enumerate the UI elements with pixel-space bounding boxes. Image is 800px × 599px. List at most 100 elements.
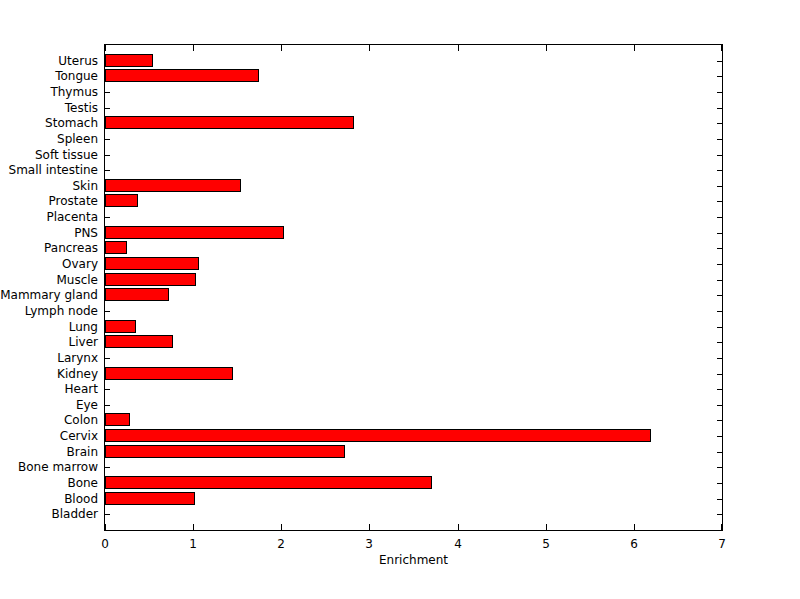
y-tick-left-larynx [105,358,110,359]
x-tick-bottom-2 [281,524,282,530]
y-tick-label-uterus: Uterus [0,53,98,69]
plot-area [104,44,723,531]
bar-colon [105,413,130,426]
y-tick-left-thymus [105,92,110,93]
y-tick-right-skin [717,186,722,187]
bar-bone [105,476,432,489]
bar-pns [105,226,284,239]
y-tick-right-cervix [717,436,722,437]
x-tick-label-1: 1 [173,537,213,552]
y-tick-label-muscle: Muscle [0,272,98,288]
x-axis-title: Enrichment [104,553,723,567]
y-tick-left-bone-marrow [105,467,110,468]
y-tick-right-pancreas [717,248,722,249]
y-tick-label-eye: Eye [0,397,98,413]
y-tick-label-bone-marrow: Bone marrow [0,459,98,475]
x-tick-label-7: 7 [702,537,742,552]
bar-kidney [105,367,233,380]
x-tick-bottom-5 [546,524,547,530]
x-tick-top-2 [281,45,282,51]
x-tick-top-0 [105,45,106,51]
y-tick-label-small-intestine: Small intestine [0,162,98,178]
y-tick-label-ovary: Ovary [0,256,98,272]
y-tick-right-mammary-gland [717,295,722,296]
x-tick-label-6: 6 [614,537,654,552]
y-tick-left-small-intestine [105,170,110,171]
y-tick-right-kidney [717,374,722,375]
x-tick-top-7 [721,45,722,51]
bar-skin [105,179,241,192]
bar-muscle [105,273,196,286]
x-tick-bottom-0 [105,524,106,530]
x-tick-top-5 [546,45,547,51]
y-tick-label-colon: Colon [0,412,98,428]
y-tick-label-tongue: Tongue [0,68,98,84]
x-tick-label-4: 4 [438,537,478,552]
bar-mammary-gland [105,288,169,301]
bar-ovary [105,257,199,270]
y-tick-label-brain: Brain [0,444,98,460]
x-tick-bottom-1 [193,524,194,530]
y-tick-label-liver: Liver [0,334,98,350]
y-tick-right-lymph-node [717,311,722,312]
y-tick-label-bone: Bone [0,475,98,491]
y-tick-label-heart: Heart [0,381,98,397]
y-tick-right-eye [717,405,722,406]
y-tick-right-muscle [717,280,722,281]
x-tick-top-1 [193,45,194,51]
y-tick-right-bone-marrow [717,467,722,468]
y-tick-right-colon [717,420,722,421]
y-tick-label-bladder: Bladder [0,506,98,522]
bar-liver [105,335,173,348]
bar-uterus [105,54,153,67]
x-tick-label-0: 0 [85,537,125,552]
y-tick-right-bladder [717,514,722,515]
y-tick-right-small-intestine [717,170,722,171]
y-tick-right-stomach [717,123,722,124]
y-tick-label-pns: PNS [0,225,98,241]
y-tick-left-soft-tissue [105,155,110,156]
bar-blood [105,492,195,505]
y-tick-label-skin: Skin [0,178,98,194]
y-tick-left-heart [105,389,110,390]
y-tick-right-thymus [717,92,722,93]
y-tick-label-mammary-gland: Mammary gland [0,287,98,303]
figure: UterusTongueThymusTestisStomachSpleenSof… [0,0,800,599]
y-tick-right-pns [717,233,722,234]
bar-tongue [105,69,259,82]
y-tick-right-liver [717,342,722,343]
y-tick-label-cervix: Cervix [0,428,98,444]
y-tick-right-heart [717,389,722,390]
y-tick-label-stomach: Stomach [0,115,98,131]
y-tick-left-lymph-node [105,311,110,312]
x-tick-bottom-6 [634,524,635,530]
y-tick-left-eye [105,405,110,406]
y-tick-label-spleen: Spleen [0,131,98,147]
bar-prostate [105,194,138,207]
x-tick-bottom-4 [458,524,459,530]
bar-lung [105,320,136,333]
y-tick-right-uterus [717,61,722,62]
x-tick-top-4 [458,45,459,51]
x-tick-label-5: 5 [526,537,566,552]
y-tick-right-spleen [717,139,722,140]
x-tick-bottom-7 [721,524,722,530]
bar-cervix [105,429,651,442]
y-tick-label-kidney: Kidney [0,366,98,382]
bar-stomach [105,116,354,129]
y-tick-label-thymus: Thymus [0,84,98,100]
y-tick-label-soft-tissue: Soft tissue [0,147,98,163]
y-tick-label-lymph-node: Lymph node [0,303,98,319]
y-tick-left-bladder [105,514,110,515]
y-tick-right-blood [717,499,722,500]
y-tick-left-testis [105,108,110,109]
y-tick-label-testis: Testis [0,100,98,116]
bar-brain [105,445,345,458]
y-tick-right-tongue [717,76,722,77]
y-tick-left-spleen [105,139,110,140]
y-tick-label-pancreas: Pancreas [0,240,98,256]
y-tick-right-placenta [717,217,722,218]
y-tick-right-bone [717,483,722,484]
bar-pancreas [105,241,127,254]
y-tick-label-placenta: Placenta [0,209,98,225]
